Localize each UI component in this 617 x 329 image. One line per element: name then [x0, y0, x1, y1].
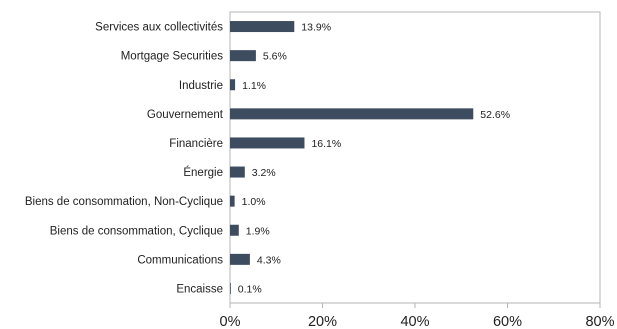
value-label: 0.1%: [238, 283, 262, 295]
category-labels-group: Services aux collectivités Mortgage Secur…: [25, 22, 224, 296]
category-label: Services aux collectivités: [95, 22, 223, 34]
value-label: 16.1%: [311, 138, 341, 150]
category-label: Biens de consommation, Cyclique: [50, 225, 223, 237]
category-label: Biens de consommation, Non-Cyclique: [25, 196, 223, 208]
value-label: 1.1%: [242, 80, 266, 92]
category-label: Mortgage Securities: [121, 51, 224, 63]
bar: [230, 108, 474, 120]
bar: [230, 50, 256, 62]
category-label: Énergie: [183, 166, 223, 179]
value-label: 52.6%: [480, 109, 510, 121]
category-label: Communications: [137, 254, 223, 266]
x-axis-ticks-group: 0% 20% 40% 60% 80%: [220, 303, 615, 329]
x-tick-label: 60%: [493, 314, 522, 329]
value-label: 3.2%: [252, 167, 276, 179]
x-tick-label: 80%: [585, 314, 614, 329]
bar: [230, 253, 250, 265]
bar: [230, 21, 295, 33]
bar: [230, 79, 236, 91]
value-labels-group: 13.9% 5.6% 1.1% 52.6% 16.1% 3.2% 1.0% 1.9% 4.3% 0…: [238, 22, 510, 296]
value-label: 13.9%: [301, 22, 331, 34]
category-label: Industrie: [179, 80, 223, 92]
value-label: 5.6%: [263, 51, 287, 63]
category-label: Encaisse: [176, 283, 223, 295]
bar: [230, 282, 231, 294]
category-label: Gouvernement: [147, 109, 224, 121]
value-label: 1.0%: [242, 196, 266, 208]
bar: [230, 137, 305, 149]
x-tick-label: 20%: [308, 314, 337, 329]
x-tick-label: 0%: [220, 314, 241, 329]
value-label: 1.9%: [246, 225, 270, 237]
bars-group: [230, 21, 474, 294]
x-tick-label: 40%: [400, 314, 429, 329]
bar: [230, 166, 245, 178]
value-label: 4.3%: [257, 254, 281, 266]
category-label: Financière: [169, 138, 223, 150]
bar: [230, 224, 239, 236]
bar: [230, 195, 235, 207]
